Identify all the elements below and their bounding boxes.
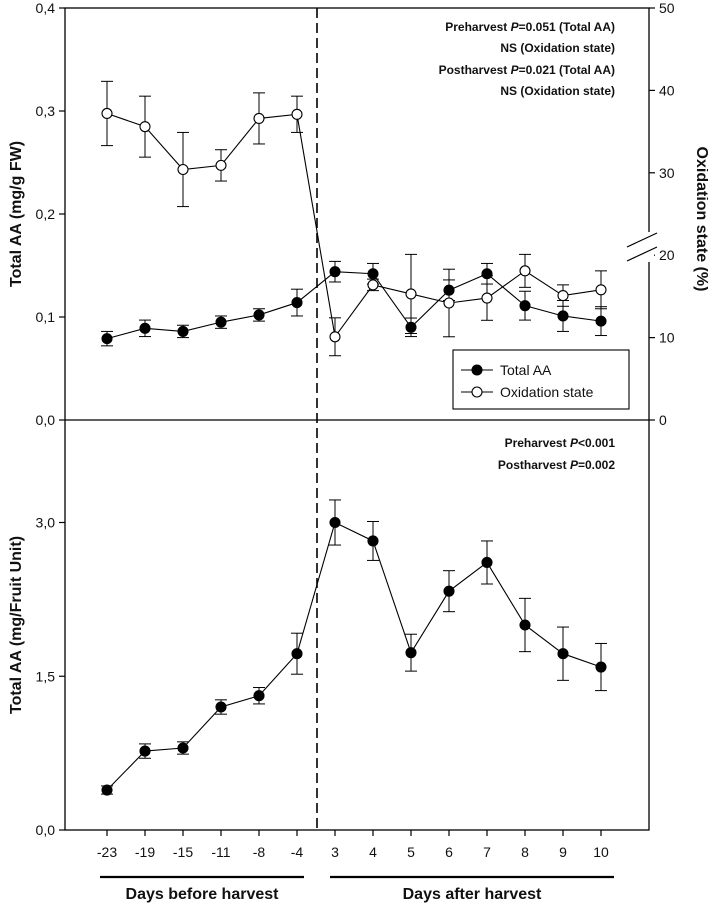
legend-label: Oxidation state bbox=[500, 384, 594, 400]
total-aa-point bbox=[595, 315, 607, 327]
bottom-panel: 0,0 1,5 3,0 Total AA (mg/Fruit Unit) Preharv… bbox=[8, 436, 615, 838]
axis-break-gap bbox=[646, 232, 654, 262]
total-aa-fruit-point bbox=[101, 784, 113, 796]
plot-border bbox=[64, 7, 650, 831]
oxidation-point bbox=[367, 279, 379, 291]
total-aa-point bbox=[291, 297, 303, 309]
oxidation-point bbox=[595, 284, 607, 296]
x-group-labels: Days before harvest Days after harvest bbox=[100, 875, 614, 903]
oxidation-point bbox=[291, 108, 303, 120]
total-aa-point bbox=[177, 325, 189, 337]
total-aa-fruit-point bbox=[291, 648, 303, 660]
x-tick-label: 5 bbox=[407, 844, 415, 860]
total-aa-fruit-line bbox=[106, 521, 602, 791]
top-panel: 0,0 0,1 0,2 0,3 0,4 0 10 20 30 40 50 Total AA (mg/g… bbox=[8, 0, 708, 428]
x-tick-label: -23 bbox=[97, 844, 117, 860]
group-label-before: Days before harvest bbox=[126, 886, 280, 903]
axis-break-mark bbox=[626, 232, 658, 248]
total-aa-fruit-point bbox=[519, 619, 531, 631]
y-tick-label: 3,0 bbox=[36, 515, 56, 531]
plot-frame bbox=[64, 7, 650, 831]
y-tick-label: 0,0 bbox=[36, 412, 56, 428]
stat-annotation: Postharvest P=0.021 (Total AA) bbox=[439, 63, 615, 77]
oxidation-point bbox=[215, 159, 227, 171]
y-tick-label: 1,5 bbox=[36, 668, 56, 684]
x-tick-label: 10 bbox=[593, 844, 609, 860]
y2-tick-label: 0 bbox=[659, 412, 667, 428]
total-aa-point bbox=[253, 309, 265, 321]
total-aa-line bbox=[106, 271, 602, 340]
total-aa-fruit-point bbox=[443, 585, 455, 597]
y2-tick-label: 50 bbox=[659, 0, 675, 16]
total-aa-point bbox=[215, 316, 227, 328]
total-aa-fruit-point bbox=[481, 556, 493, 569]
stat-annotation: Preharvest P<0.001 bbox=[505, 436, 616, 450]
y-tick-label: 0,2 bbox=[36, 206, 56, 222]
total-aa-point bbox=[139, 322, 151, 334]
oxidation-point bbox=[519, 265, 531, 277]
x-tick-label: -15 bbox=[173, 844, 193, 860]
y2-axis-title: Oxidation state (%) bbox=[693, 147, 708, 292]
total-aa-fruit-point bbox=[215, 701, 227, 713]
oxidation-point bbox=[443, 297, 455, 309]
x-tick-label: -11 bbox=[211, 844, 230, 860]
stat-annotation: Preharvest P=0.051 (Total AA) bbox=[445, 20, 615, 34]
stat-annotation: NS (Oxidation state) bbox=[500, 41, 615, 55]
total-aa-fruit-point bbox=[405, 647, 417, 659]
total-aa-fruit-point bbox=[253, 690, 265, 702]
x-tick-label: -4 bbox=[291, 844, 304, 860]
oxidation-point bbox=[253, 112, 265, 124]
oxidation-point bbox=[557, 290, 569, 302]
total-aa-fruit-point bbox=[367, 535, 379, 547]
oxidation-point bbox=[481, 292, 493, 304]
x-tick-label: -19 bbox=[135, 844, 155, 860]
total-aa-point bbox=[557, 310, 569, 322]
x-axis: -23 -19 -15 -11 -8 -4 3 4 5 6 7 8 9 10 bbox=[97, 830, 609, 860]
legend-swatch-marker bbox=[471, 364, 483, 376]
total-aa-point bbox=[367, 268, 379, 280]
total-aa-fruit-point bbox=[557, 648, 569, 660]
oxidation-point bbox=[139, 121, 151, 133]
y2-tick-label: 10 bbox=[659, 330, 675, 346]
y2-tick-label: 20 bbox=[659, 247, 675, 263]
stat-annotation: NS (Oxidation state) bbox=[500, 84, 615, 98]
group-label-after: Days after harvest bbox=[403, 886, 542, 903]
total-aa-fruit-point bbox=[595, 661, 607, 673]
total-aa-fruit-point bbox=[329, 516, 341, 529]
oxidation-point bbox=[101, 107, 113, 120]
legend-swatch-marker bbox=[471, 386, 483, 398]
legend: Total AA Oxidation state bbox=[452, 349, 630, 410]
y2-tick-label: 40 bbox=[659, 82, 675, 98]
total-aa-point bbox=[329, 266, 341, 278]
oxidation-line bbox=[106, 112, 602, 339]
total-aa-point bbox=[519, 300, 531, 312]
y2-tick-label: 30 bbox=[659, 165, 675, 181]
total-aa-point bbox=[101, 333, 113, 345]
x-tick-label: -8 bbox=[253, 844, 266, 860]
legend-box bbox=[452, 349, 630, 410]
x-tick-label: 6 bbox=[445, 844, 453, 860]
oxidation-point bbox=[177, 163, 189, 176]
x-tick-label: 8 bbox=[521, 844, 529, 860]
stat-annotation: Postharvest P=0.002 bbox=[498, 458, 615, 472]
x-tick-label: 4 bbox=[369, 844, 377, 860]
total-aa-fruit-point bbox=[177, 742, 189, 754]
y-tick-label: 0,0 bbox=[36, 822, 56, 838]
y-axis-title: Total AA (mg/g FW) bbox=[8, 141, 25, 287]
oxidation-point bbox=[329, 331, 341, 343]
y-tick-label: 0,3 bbox=[36, 103, 56, 119]
total-aa-fruit-point bbox=[139, 745, 151, 757]
y-axis-title: Total AA (mg/Fruit Unit) bbox=[8, 536, 25, 714]
legend-label: Total AA bbox=[500, 362, 552, 378]
y-tick-label: 0,4 bbox=[36, 0, 56, 16]
x-tick-label: 7 bbox=[483, 844, 491, 860]
x-tick-label: 9 bbox=[559, 844, 567, 860]
x-tick-label: 3 bbox=[331, 844, 339, 860]
y-tick-label: 0,1 bbox=[36, 309, 56, 325]
oxidation-point bbox=[405, 288, 417, 300]
axis-break-mark bbox=[626, 246, 658, 262]
